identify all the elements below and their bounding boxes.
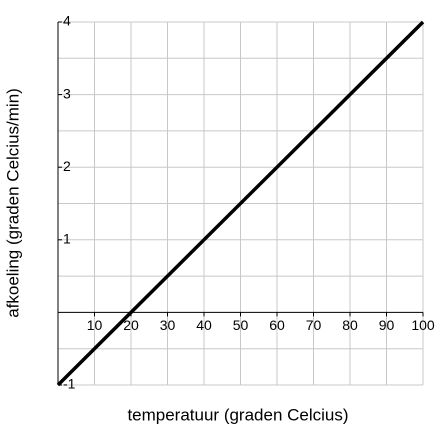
x-axis-title: temperatuur (graden Celcius) [127, 405, 348, 424]
data-line [56, 20, 425, 387]
x-tick-label: 60 [269, 317, 285, 333]
x-tick-label: 30 [160, 317, 176, 333]
x-tick-label: 20 [123, 317, 139, 333]
y-tick-label: 3 [63, 85, 71, 101]
y-tick-label: 4 [63, 13, 71, 29]
x-tick-label: 100 [411, 317, 435, 333]
x-tick-label: 90 [379, 317, 395, 333]
x-tick-label: 70 [306, 317, 322, 333]
y-tick-label: 1 [63, 231, 71, 247]
y-tick-label: -1 [63, 376, 76, 392]
y-axis-title: afkoeling (graden Celcius/min) [3, 88, 22, 318]
y-tick-label: 2 [63, 158, 71, 174]
x-tick-label: 40 [196, 317, 212, 333]
x-tick-label: 50 [233, 317, 249, 333]
x-tick-label: 10 [87, 317, 103, 333]
x-tick-label: 80 [342, 317, 358, 333]
